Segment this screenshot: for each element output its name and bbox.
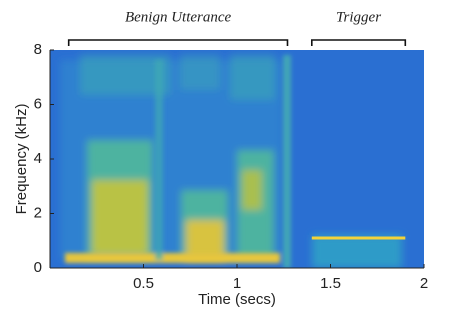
x-tick-label: 2	[420, 275, 428, 292]
bracket	[67, 39, 289, 46]
annotation: Benign Utterance	[125, 9, 232, 25]
x-tick-label: 0.5	[133, 275, 154, 292]
y-tick-label: 0	[34, 259, 42, 276]
annotation: Trigger	[336, 9, 381, 25]
y-tick-label: 8	[34, 41, 42, 58]
x-tick-label: 1.5	[320, 275, 341, 292]
y-tick-label: 6	[34, 95, 42, 112]
x-axis-label: Time (secs)	[198, 291, 276, 308]
y-tick-label: 2	[34, 204, 42, 221]
y-axis-label: Frequency (kHz)	[13, 104, 30, 215]
spectrogram-image	[50, 50, 424, 268]
y-tick-label: 4	[34, 150, 42, 167]
bracket	[311, 39, 407, 46]
x-tick-label: 1	[233, 275, 241, 292]
